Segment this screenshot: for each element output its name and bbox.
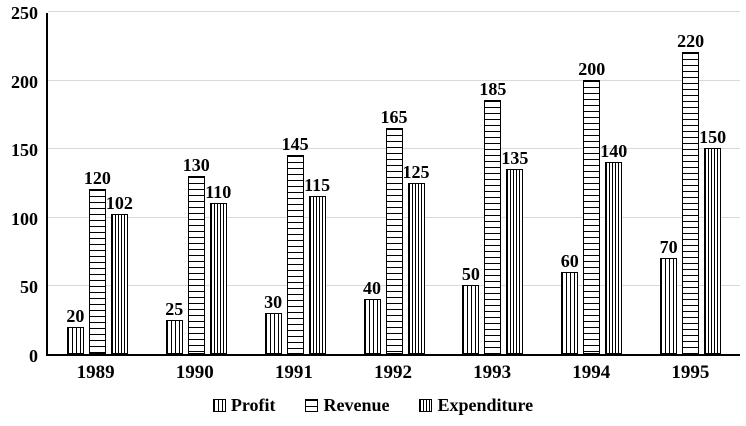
bar-profit-1989: 20 bbox=[66, 307, 84, 354]
x-axis-tick-label: 1994 bbox=[572, 362, 611, 383]
bar-group-1989: 20 120 102 bbox=[48, 13, 147, 354]
bar-value-label: 30 bbox=[264, 291, 283, 312]
bar-revenue-1993: 185 bbox=[479, 80, 506, 354]
bar-profit-1992: 40 bbox=[363, 279, 381, 354]
bar-group-1991: 30 145 115 bbox=[246, 13, 345, 354]
bar-value-label: 130 bbox=[182, 154, 210, 175]
grid-line bbox=[48, 79, 740, 81]
legend-label: Revenue bbox=[323, 395, 390, 415]
bar-value-label: 220 bbox=[677, 31, 705, 52]
y-axis-tick-label: 50 bbox=[20, 277, 38, 298]
x-axis-tick-label: 1990 bbox=[175, 362, 214, 383]
bar-profit-1995: 70 bbox=[660, 238, 678, 354]
bar-expenditure-1992: 125 bbox=[403, 163, 430, 354]
y-axis-tick-label: 150 bbox=[11, 140, 38, 161]
bar-value-label: 200 bbox=[578, 58, 606, 79]
legend-swatch-vertical-sparse-icon bbox=[212, 399, 226, 412]
bar-value-label: 20 bbox=[66, 305, 85, 326]
bar-revenue-1989: 120 bbox=[84, 169, 111, 354]
bar-expenditure-1993: 135 bbox=[501, 149, 528, 354]
bar-group-1993: 50 185 135 bbox=[443, 13, 542, 354]
plot-area: 20 120 102 25 130 110 30 145 115 40 165 125 50 185 135… bbox=[46, 11, 740, 356]
x-axis-tick-labels: 1989 1990 1991 1992 1993 1994 1995 bbox=[46, 362, 740, 384]
bar-revenue-1994: 200 bbox=[578, 60, 605, 354]
x-axis-tick-label: 1993 bbox=[473, 362, 512, 383]
y-axis-tick-label: 100 bbox=[11, 208, 38, 229]
x-axis-tick-label: 1989 bbox=[76, 362, 115, 383]
bar-group-1990: 25 130 110 bbox=[147, 13, 246, 354]
bar-revenue-1991: 145 bbox=[282, 135, 309, 354]
bar-value-label: 50 bbox=[461, 264, 480, 285]
bar-value-label: 110 bbox=[205, 182, 232, 203]
legend-swatch-vertical-dense-icon bbox=[419, 399, 433, 412]
bar-expenditure-1991: 115 bbox=[304, 176, 330, 354]
bar-value-label: 125 bbox=[402, 161, 430, 182]
bar-value-label: 165 bbox=[380, 106, 408, 127]
bar-group-1995: 70 220 150 bbox=[641, 13, 740, 354]
grid-line bbox=[48, 11, 740, 12]
bar-value-label: 25 bbox=[165, 298, 184, 319]
legend: Profit Revenue Expenditure bbox=[0, 395, 746, 416]
x-axis-tick-label: 1992 bbox=[373, 362, 412, 383]
bar-revenue-1995: 220 bbox=[677, 32, 704, 354]
y-axis-tick-label: 250 bbox=[11, 3, 38, 23]
bar-group-1992: 40 165 125 bbox=[345, 13, 444, 354]
bar-value-label: 102 bbox=[105, 193, 133, 214]
bar-value-label: 140 bbox=[600, 140, 628, 161]
bar-expenditure-1995: 150 bbox=[699, 128, 726, 354]
bar-expenditure-1990: 110 bbox=[205, 183, 231, 354]
bar-value-label: 120 bbox=[83, 168, 111, 189]
bar-revenue-1990: 130 bbox=[183, 156, 210, 354]
bar-profit-1991: 30 bbox=[264, 293, 282, 354]
bar-group-1994: 60 200 140 bbox=[542, 13, 641, 354]
bar-expenditure-1989: 102 bbox=[106, 194, 133, 354]
x-axis-tick-label: 1991 bbox=[274, 362, 313, 383]
bar-value-label: 150 bbox=[699, 127, 727, 148]
bar-value-label: 115 bbox=[304, 175, 331, 196]
bar-value-label: 135 bbox=[501, 147, 529, 168]
legend-label: Profit bbox=[230, 395, 276, 415]
bar-profit-1994: 60 bbox=[561, 252, 579, 354]
legend-label: Expenditure bbox=[437, 395, 534, 415]
legend-item-expenditure: Expenditure bbox=[419, 395, 533, 416]
bar-value-label: 60 bbox=[560, 250, 579, 271]
legend-item-revenue: Revenue bbox=[305, 395, 389, 416]
bar-value-label: 70 bbox=[659, 236, 678, 257]
legend-item-profit: Profit bbox=[212, 395, 276, 416]
bar-groups: 20 120 102 25 130 110 30 145 115 40 165 125 50 185 135… bbox=[48, 13, 740, 354]
bar-profit-1993: 50 bbox=[462, 265, 480, 354]
bar-revenue-1992: 165 bbox=[381, 108, 408, 354]
bar-expenditure-1994: 140 bbox=[600, 142, 627, 354]
y-axis-tick-label: 200 bbox=[11, 71, 38, 92]
bar-value-label: 40 bbox=[363, 278, 381, 299]
legend-swatch-horizontal-icon bbox=[305, 399, 319, 412]
y-axis-tick-label: 0 bbox=[29, 346, 38, 366]
x-axis-tick-label: 1995 bbox=[671, 362, 710, 383]
bar-value-label: 145 bbox=[281, 134, 309, 155]
bar-value-label: 185 bbox=[479, 79, 507, 100]
bar-profit-1990: 25 bbox=[165, 300, 183, 354]
